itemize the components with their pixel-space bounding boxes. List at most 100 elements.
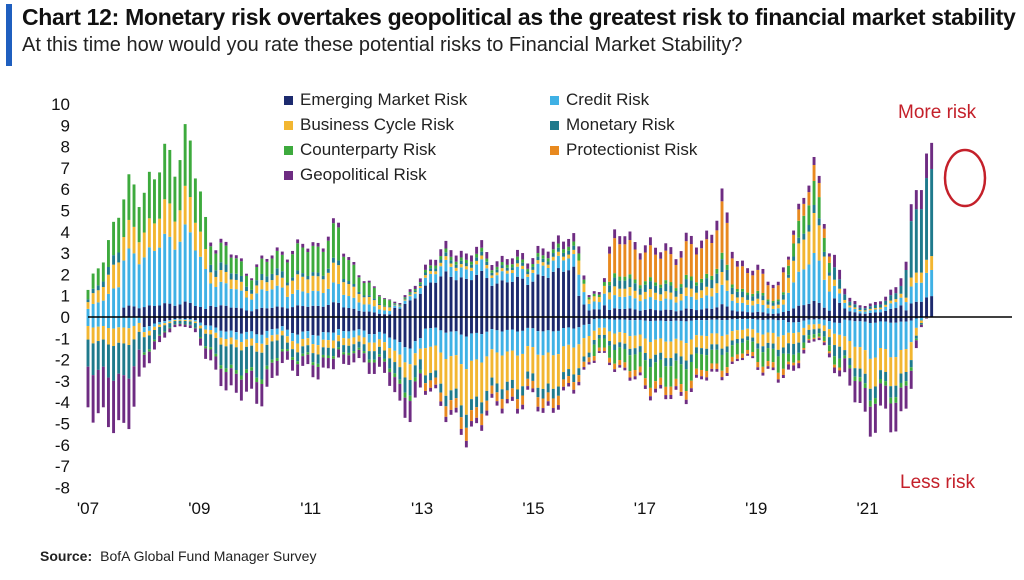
bar-segment — [178, 317, 182, 319]
bar-segment — [260, 334, 264, 344]
bar-segment — [153, 339, 156, 342]
bar-segment — [669, 358, 673, 367]
bar-segment — [792, 260, 796, 283]
bar-segment — [868, 317, 872, 323]
bar-segment — [500, 331, 504, 356]
bar-segment — [495, 272, 499, 276]
bar-segment — [316, 276, 320, 292]
bar-segment — [730, 356, 734, 362]
bar-segment — [296, 317, 300, 335]
bar-segment — [107, 274, 110, 294]
bar-segment — [444, 359, 448, 396]
bar-segment — [756, 311, 760, 317]
bar-segment — [516, 355, 519, 390]
bar-segment — [827, 329, 831, 338]
bar-segment — [730, 284, 734, 288]
bar-segment — [393, 303, 397, 304]
bar-segment — [316, 366, 320, 380]
bar-segment — [245, 275, 248, 287]
bar-segment — [879, 307, 882, 310]
bar-segment — [117, 342, 121, 374]
bar-segment — [342, 294, 346, 308]
bar-segment — [101, 339, 105, 367]
bar-segment — [331, 358, 335, 370]
bar-segment — [331, 340, 335, 349]
bar-segment — [408, 296, 412, 301]
bar-segment — [863, 383, 867, 388]
bar-segment — [239, 317, 243, 334]
bar-segment — [214, 270, 218, 277]
bar-segment — [526, 271, 530, 275]
bar-segment — [357, 294, 361, 303]
bar-segment — [526, 274, 530, 277]
bar-segment — [331, 262, 335, 283]
bar-segment — [654, 247, 657, 255]
bar-segment — [311, 275, 315, 291]
bar-segment — [510, 281, 514, 317]
bar-segment — [158, 247, 162, 306]
bar-segment — [459, 317, 463, 335]
bar-segment — [536, 263, 540, 275]
bar-segment — [741, 260, 744, 267]
bar-segment — [183, 301, 187, 317]
bar-segment — [193, 250, 197, 306]
bar-segment — [147, 317, 151, 327]
bar-segment — [326, 332, 330, 341]
bar-segment — [516, 276, 519, 317]
bar-segment — [275, 358, 279, 361]
bar-segment — [674, 288, 678, 291]
bar-segment — [802, 327, 806, 336]
bar-segment — [531, 317, 535, 329]
bar-segment — [239, 258, 243, 262]
bar-segment — [873, 317, 877, 323]
bar-segment — [188, 140, 192, 197]
bar-segment — [505, 282, 509, 317]
bar-segment — [204, 317, 208, 326]
bar-segment — [873, 304, 877, 308]
bar-segment — [510, 388, 514, 397]
bar-segment — [464, 269, 468, 279]
bar-segment — [664, 280, 668, 284]
bar-segment — [291, 357, 294, 360]
bar-segment — [280, 330, 284, 336]
bar-segment — [377, 354, 381, 357]
y-tick-label: 6 — [61, 180, 70, 199]
bar-segment — [766, 301, 770, 305]
bar-segment — [771, 362, 775, 368]
bar-segment — [531, 269, 535, 273]
bar-segment — [884, 300, 888, 305]
bar-segment — [183, 321, 187, 325]
bar-segment — [147, 218, 151, 248]
bar-segment — [86, 326, 90, 340]
bar-segment — [771, 288, 775, 301]
bar-segment — [107, 317, 110, 329]
bar-segment — [684, 241, 688, 275]
bar-segment — [464, 336, 468, 370]
bar-segment — [884, 321, 888, 350]
bar-segment — [260, 343, 264, 353]
legend-label: Business Cycle Risk — [300, 115, 454, 134]
bar-segment — [792, 308, 796, 317]
bar-segment — [101, 281, 105, 287]
bar-segment — [628, 240, 632, 275]
bar-segment — [398, 303, 402, 305]
bar-segment — [301, 353, 305, 357]
y-tick-label: -5 — [55, 415, 70, 434]
bar-segment — [781, 292, 785, 295]
bar-segment — [551, 355, 555, 389]
bar-segment — [643, 291, 647, 300]
bar-segment — [787, 265, 790, 275]
bar-segment — [147, 305, 151, 317]
bar-segment — [602, 351, 606, 353]
bar-segment — [643, 385, 647, 389]
bar-segment — [393, 373, 397, 378]
bar-segment — [321, 354, 325, 358]
bar-segment — [526, 263, 530, 269]
bar-segment — [638, 346, 642, 352]
bar-segment — [781, 353, 785, 369]
bar-segment — [311, 245, 315, 273]
bar-segment — [107, 293, 110, 317]
bar-segment — [250, 317, 254, 332]
bar-segment — [521, 353, 525, 387]
bar-segment — [756, 332, 760, 344]
